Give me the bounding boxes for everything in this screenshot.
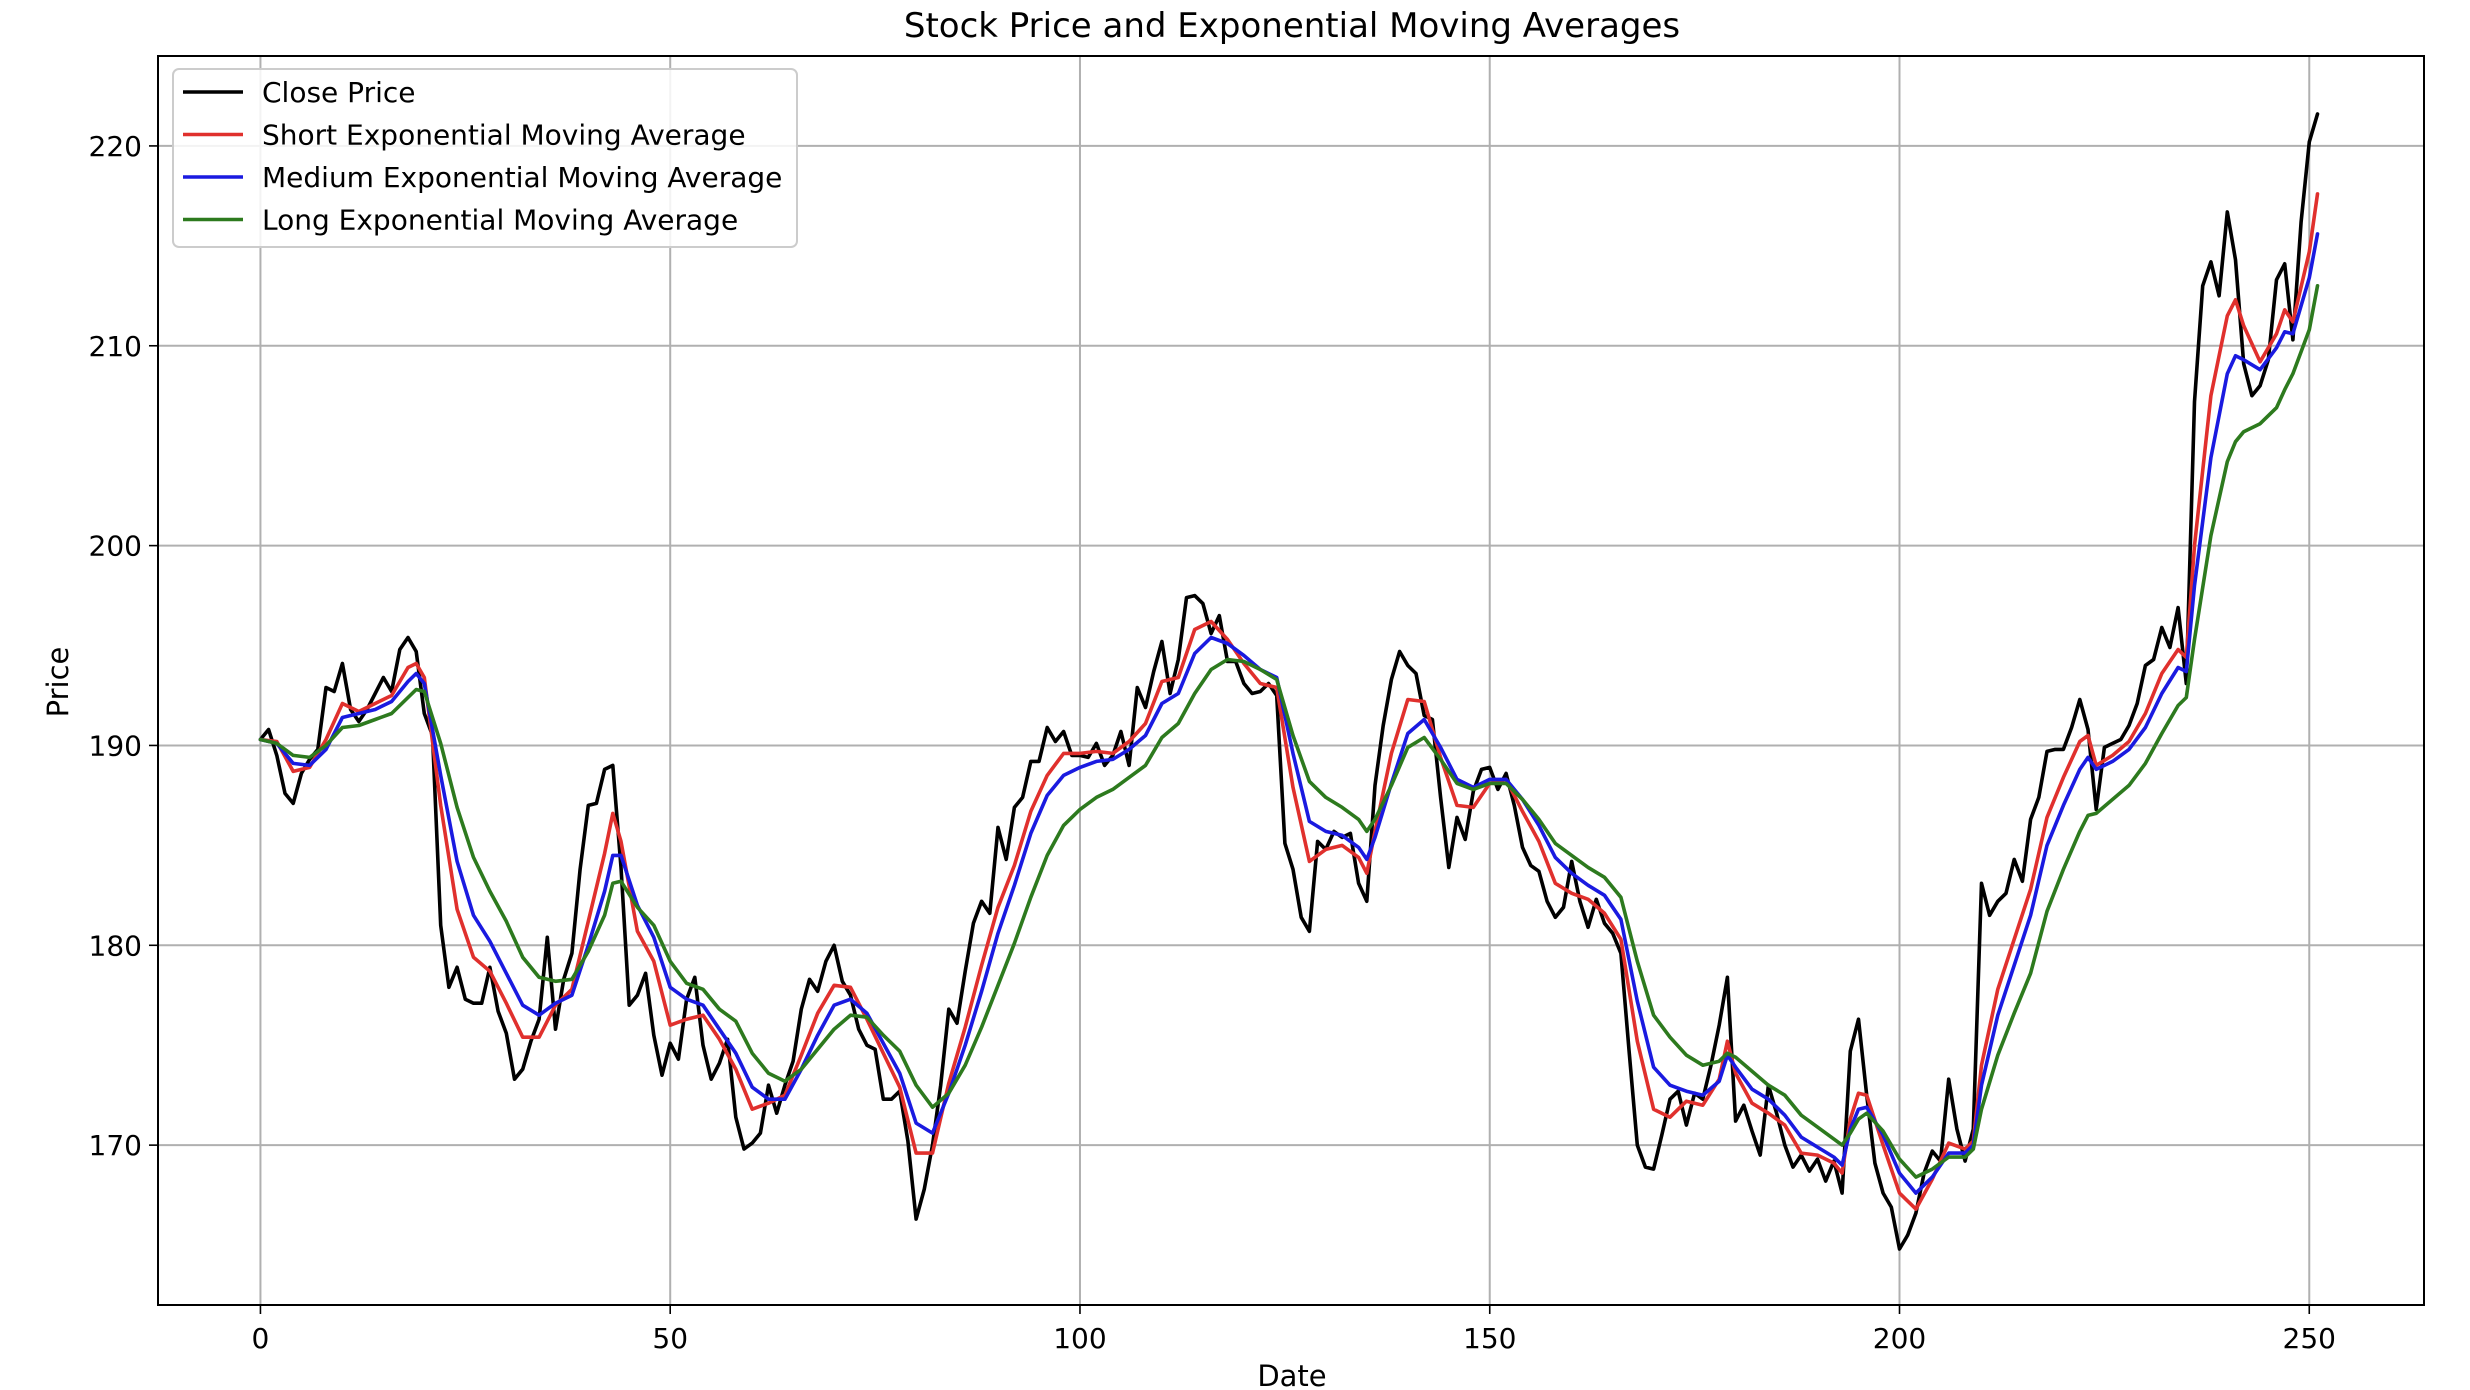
x-tick-label: 0 — [252, 1322, 270, 1355]
y-tick-label: 220 — [89, 130, 142, 163]
legend-entry-long-exponential-moving-average: Long Exponential Moving Average — [262, 204, 738, 237]
series-line-medium-exponential-moving-average — [258, 232, 2320, 1195]
grid — [158, 56, 2424, 1305]
x-tick-label: 200 — [1873, 1322, 1926, 1355]
x-tick-label: 100 — [1053, 1322, 1106, 1355]
y-tick-label: 210 — [89, 330, 142, 363]
legend-entry-short-exponential-moving-average: Short Exponential Moving Average — [262, 119, 746, 152]
series-layer — [258, 112, 2320, 1251]
y-tick-label: 200 — [89, 530, 142, 563]
series-line-long-exponential-moving-average — [258, 284, 2320, 1179]
chart-title: Stock Price and Exponential Moving Avera… — [904, 6, 1680, 46]
y-axis-label: Price — [41, 647, 75, 718]
legend-box — [172, 68, 798, 248]
x-tick-label: 150 — [1463, 1322, 1516, 1355]
legend-entry-close-price: Close Price — [262, 76, 415, 109]
plot-frame — [157, 55, 2425, 1306]
x-axis-ticks: 0 50 100 150 200 250 — [252, 1305, 2336, 1355]
x-tick-label: 250 — [2283, 1322, 2336, 1355]
y-tick-label: 190 — [89, 729, 142, 762]
legend-entry-medium-exponential-moving-average: Medium Exponential Moving Average — [262, 161, 782, 194]
series-line-short-exponential-moving-average — [258, 192, 2320, 1211]
legend: Close Price Short Exponential Moving Aver… — [172, 68, 798, 248]
y-axis-ticks: 170 180 190 200 210 220 — [89, 130, 158, 1162]
series-line-close-price — [258, 112, 2320, 1251]
y-tick-label: 180 — [89, 929, 142, 962]
x-axis-label: Date — [1257, 1359, 1326, 1390]
x-tick-label: 50 — [652, 1322, 688, 1355]
y-tick-label: 170 — [89, 1129, 142, 1162]
